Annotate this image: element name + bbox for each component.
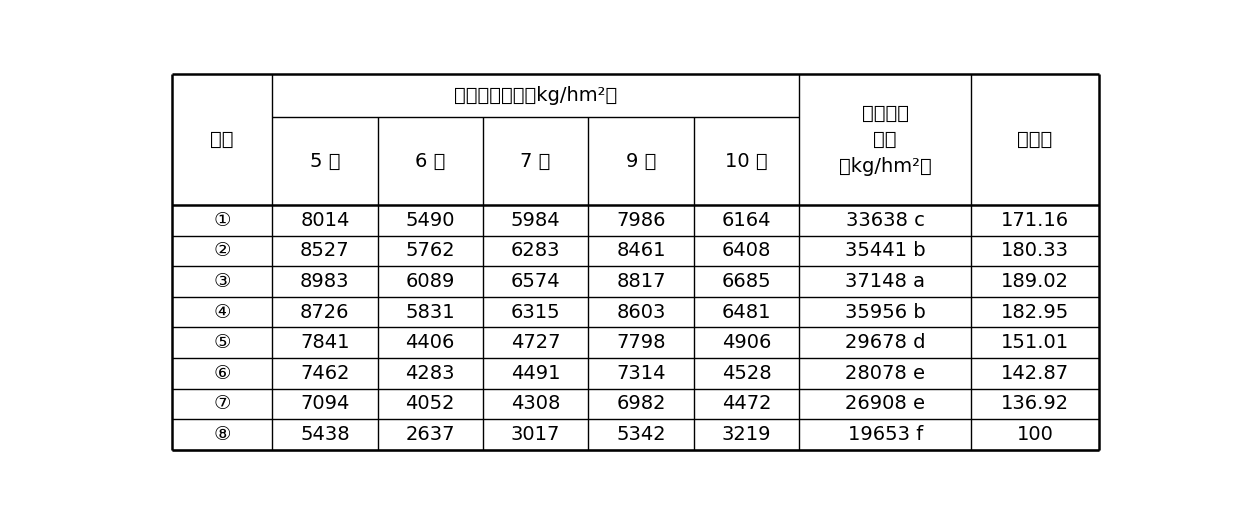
Text: 4528: 4528 [722, 364, 771, 383]
Text: 19653 f: 19653 f [847, 425, 923, 444]
Text: 6982: 6982 [616, 394, 666, 414]
Text: 4406: 4406 [405, 333, 455, 352]
Text: 182.95: 182.95 [1001, 303, 1069, 322]
Text: 26908 e: 26908 e [846, 394, 925, 414]
Text: 151.01: 151.01 [1001, 333, 1069, 352]
Text: 2637: 2637 [405, 425, 455, 444]
Text: 5490: 5490 [405, 211, 455, 230]
Text: 29678 d: 29678 d [844, 333, 925, 352]
Text: 4472: 4472 [722, 394, 771, 414]
Text: 全年合计
产量
（kg/hm²）: 全年合计 产量 （kg/hm²） [838, 104, 931, 175]
Text: 4906: 4906 [722, 333, 771, 352]
Text: 8817: 8817 [616, 272, 666, 291]
Text: 6 月: 6 月 [415, 152, 445, 171]
Text: 5342: 5342 [616, 425, 666, 444]
Text: 8461: 8461 [616, 241, 666, 261]
Text: ①: ① [213, 211, 231, 230]
Text: ④: ④ [213, 303, 231, 322]
Text: 7094: 7094 [300, 394, 350, 414]
Text: 7798: 7798 [616, 333, 666, 352]
Text: 7 月: 7 月 [521, 152, 551, 171]
Text: 6315: 6315 [511, 303, 560, 322]
Text: 35441 b: 35441 b [844, 241, 925, 261]
Text: 4052: 4052 [405, 394, 455, 414]
Text: 7841: 7841 [300, 333, 350, 352]
Text: ⑧: ⑧ [213, 425, 231, 444]
Text: 189.02: 189.02 [1001, 272, 1069, 291]
Text: 7314: 7314 [616, 364, 666, 383]
Text: ③: ③ [213, 272, 231, 291]
Text: 6164: 6164 [722, 211, 771, 230]
Text: 6089: 6089 [405, 272, 455, 291]
Text: 33638 c: 33638 c [846, 211, 925, 230]
Text: 136.92: 136.92 [1001, 394, 1069, 414]
Text: 3017: 3017 [511, 425, 560, 444]
Text: 6283: 6283 [511, 241, 560, 261]
Text: 5831: 5831 [405, 303, 455, 322]
Text: 6685: 6685 [722, 272, 771, 291]
Text: 8726: 8726 [300, 303, 350, 322]
Text: 4283: 4283 [405, 364, 455, 383]
Text: 10 月: 10 月 [725, 152, 768, 171]
Text: 3219: 3219 [722, 425, 771, 444]
Text: 8014: 8014 [300, 211, 350, 230]
Text: ②: ② [213, 241, 231, 261]
Text: 180.33: 180.33 [1001, 241, 1069, 261]
Text: 142.87: 142.87 [1001, 364, 1069, 383]
Text: 5438: 5438 [300, 425, 350, 444]
Text: 4727: 4727 [511, 333, 560, 352]
Text: ⑤: ⑤ [213, 333, 231, 352]
Text: 7986: 7986 [616, 211, 666, 230]
Text: ⑥: ⑥ [213, 364, 231, 383]
Text: 6481: 6481 [722, 303, 771, 322]
Text: 5762: 5762 [405, 241, 455, 261]
Text: 35956 b: 35956 b [844, 303, 925, 322]
Text: 6574: 6574 [511, 272, 560, 291]
Text: 4491: 4491 [511, 364, 560, 383]
Text: 相对值: 相对值 [1017, 130, 1053, 149]
Text: 28078 e: 28078 e [846, 364, 925, 383]
Text: 6408: 6408 [722, 241, 771, 261]
Text: 5984: 5984 [511, 211, 560, 230]
Text: 37148 a: 37148 a [846, 272, 925, 291]
Text: 8603: 8603 [616, 303, 666, 322]
Text: 处理: 处理 [211, 130, 234, 149]
Text: 8527: 8527 [300, 241, 350, 261]
Text: 4308: 4308 [511, 394, 560, 414]
Text: 各收获期产量（kg/hm²）: 各收获期产量（kg/hm²） [454, 86, 618, 105]
Text: ⑦: ⑦ [213, 394, 231, 414]
Text: 8983: 8983 [300, 272, 350, 291]
Text: 7462: 7462 [300, 364, 350, 383]
Text: 171.16: 171.16 [1001, 211, 1069, 230]
Text: 9 月: 9 月 [626, 152, 656, 171]
Text: 5 月: 5 月 [310, 152, 340, 171]
Text: 100: 100 [1017, 425, 1053, 444]
